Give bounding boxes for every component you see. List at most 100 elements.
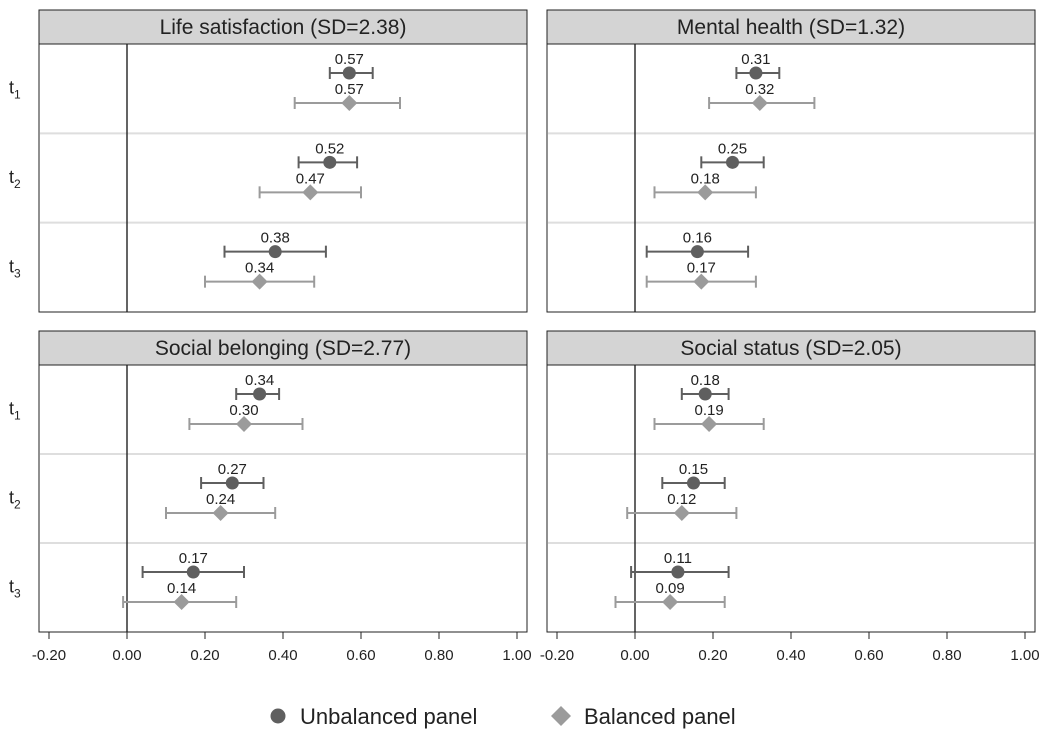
category-sub: 2 — [14, 498, 21, 512]
point-balanced — [693, 273, 710, 290]
data-label: 0.34 — [245, 260, 274, 277]
data-label: 0.30 — [229, 402, 258, 419]
data-label: 0.32 — [745, 81, 774, 98]
facet-panel: Social status (SD=2.05) 0.18 0.15 0.11 0.19 0… — [540, 330, 1040, 664]
category-main: t — [9, 256, 14, 276]
x-tick-label: 0.20 — [190, 647, 219, 664]
data-label: 0.52 — [315, 140, 344, 157]
plot-area — [38, 43, 528, 313]
facet-title: Mental health (SD=1.32) — [677, 16, 905, 39]
category-sub: 1 — [14, 88, 21, 102]
plot-area — [546, 43, 1036, 313]
data-label: 0.47 — [296, 170, 325, 187]
facet-panel: Mental health (SD=1.32) 0.31 0.25 0.16 0.32 0… — [546, 9, 1036, 313]
x-tick-label: 0.00 — [620, 647, 649, 664]
data-label: 0.17 — [179, 550, 208, 567]
point-balanced — [673, 505, 690, 521]
legend: Unbalanced panel Balanced panel — [270, 704, 736, 729]
data-label: 0.09 — [655, 580, 684, 597]
category-main: t — [9, 167, 14, 187]
facet-header — [38, 9, 528, 45]
data-label: 0.38 — [261, 230, 290, 247]
x-tick-label: 0.40 — [268, 647, 297, 664]
data-label: 0.17 — [687, 260, 716, 277]
category-main: t — [9, 78, 14, 98]
data-label: 0.27 — [218, 461, 247, 478]
category-main: t — [9, 488, 14, 508]
point-unbalanced — [186, 565, 200, 579]
point-balanced — [662, 594, 679, 610]
category-sub: 2 — [14, 177, 21, 191]
data-label: 0.14 — [167, 580, 196, 597]
x-tick-label: -0.20 — [540, 647, 574, 664]
x-tick-label: 0.00 — [112, 647, 141, 664]
point-unbalanced — [726, 155, 739, 169]
category-sub: 3 — [14, 266, 21, 280]
point-balanced — [701, 416, 718, 432]
point-unbalanced — [323, 155, 337, 169]
point-unbalanced — [671, 565, 685, 579]
legend-balanced-label: Balanced panel — [584, 704, 736, 729]
data-label: 0.11 — [664, 550, 692, 567]
point-unbalanced — [268, 245, 282, 259]
data-label: 0.31 — [741, 51, 770, 68]
data-label: 0.24 — [206, 491, 235, 508]
facet-title: Life satisfaction (SD=2.38) — [160, 16, 407, 39]
legend-unbalanced-marker — [270, 708, 286, 724]
data-label: 0.16 — [683, 230, 712, 247]
facet-panel: Life satisfaction (SD=2.38)t1t2t30.570.5… — [9, 9, 528, 313]
plot-area — [546, 364, 1036, 633]
category-label: t2 — [9, 488, 21, 512]
point-unbalanced — [690, 245, 704, 259]
x-tick-label: -0.20 — [32, 647, 66, 664]
point-balanced — [251, 273, 268, 290]
category-label: t2 — [9, 167, 21, 191]
data-label: 0.12 — [667, 491, 696, 508]
category-label: t3 — [9, 577, 21, 601]
plot-area — [38, 364, 528, 633]
x-tick-label: 0.20 — [698, 647, 727, 664]
facet-header — [546, 9, 1036, 45]
x-tick-label: 0.80 — [932, 647, 961, 664]
facet-title: Social belonging (SD=2.77) — [155, 337, 411, 360]
legend-unbalanced-label: Unbalanced panel — [300, 704, 477, 729]
data-label: 0.18 — [691, 170, 720, 187]
point-unbalanced — [687, 476, 700, 490]
point-balanced — [173, 594, 190, 610]
point-balanced — [751, 95, 768, 111]
point-unbalanced — [342, 66, 356, 80]
point-balanced — [236, 416, 252, 432]
x-tick-label: 0.80 — [424, 647, 453, 664]
point-unbalanced — [749, 66, 763, 80]
x-tick-label: 0.40 — [776, 647, 805, 664]
point-balanced — [697, 184, 714, 201]
category-sub: 1 — [14, 409, 21, 423]
category-sub: 3 — [14, 587, 21, 601]
facet-header — [546, 330, 1036, 366]
facet-panel: Social belonging (SD=2.77)t1t2t30.340.27… — [9, 330, 532, 664]
facet-title: Social status (SD=2.05) — [680, 337, 901, 360]
point-unbalanced — [698, 387, 712, 401]
point-unbalanced — [253, 387, 267, 401]
x-tick-label: 1.00 — [1010, 647, 1039, 664]
facet-header — [38, 330, 528, 366]
point-balanced — [302, 184, 319, 201]
category-label: t3 — [9, 256, 21, 280]
data-label: 0.19 — [694, 402, 723, 419]
point-balanced — [341, 95, 358, 111]
data-label: 0.34 — [245, 372, 274, 389]
data-label: 0.18 — [691, 372, 720, 389]
category-main: t — [9, 399, 14, 419]
data-label: 0.57 — [335, 51, 364, 68]
point-balanced — [212, 505, 229, 521]
x-tick-label: 0.60 — [346, 647, 375, 664]
x-tick-label: 0.60 — [854, 647, 883, 664]
x-tick-label: 1.00 — [502, 647, 531, 664]
data-label: 0.25 — [718, 140, 747, 157]
point-unbalanced — [225, 476, 239, 490]
data-label: 0.57 — [335, 81, 364, 98]
category-label: t1 — [9, 399, 21, 423]
category-main: t — [9, 577, 14, 597]
category-label: t1 — [9, 78, 21, 102]
